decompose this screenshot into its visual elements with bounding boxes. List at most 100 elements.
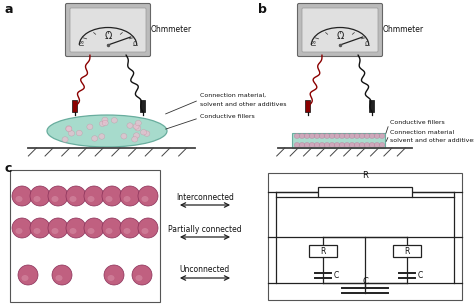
Ellipse shape (324, 134, 330, 138)
Bar (292, 133, 385, 148)
Text: C: C (333, 271, 338, 279)
Ellipse shape (47, 115, 167, 147)
Ellipse shape (34, 196, 40, 202)
Text: Ω: Ω (104, 31, 112, 41)
Ellipse shape (132, 265, 152, 285)
Ellipse shape (304, 142, 310, 148)
Ellipse shape (349, 142, 355, 148)
Ellipse shape (134, 133, 139, 138)
Ellipse shape (379, 134, 385, 138)
Ellipse shape (91, 136, 98, 141)
Ellipse shape (319, 142, 325, 148)
Ellipse shape (369, 142, 375, 148)
Ellipse shape (69, 131, 74, 136)
Ellipse shape (104, 265, 124, 285)
Text: R: R (320, 246, 326, 256)
Ellipse shape (374, 142, 380, 148)
Ellipse shape (314, 142, 320, 148)
Ellipse shape (87, 124, 93, 130)
Bar (318, 187, 412, 197)
Ellipse shape (135, 120, 141, 126)
Text: Conductive fillers: Conductive fillers (390, 120, 445, 124)
Text: Ohmmeter: Ohmmeter (383, 26, 424, 34)
Ellipse shape (344, 142, 350, 148)
Text: R: R (362, 171, 368, 180)
Ellipse shape (304, 134, 310, 138)
Text: solvent and other additives: solvent and other additives (200, 102, 286, 106)
Ellipse shape (294, 142, 300, 148)
Ellipse shape (354, 134, 360, 138)
FancyBboxPatch shape (298, 3, 383, 56)
Text: c: c (5, 162, 12, 175)
Ellipse shape (334, 142, 340, 148)
Ellipse shape (102, 218, 122, 238)
FancyBboxPatch shape (65, 3, 151, 56)
Ellipse shape (76, 130, 82, 136)
Ellipse shape (369, 134, 375, 138)
Bar (309, 245, 337, 257)
Text: C: C (362, 277, 368, 286)
Ellipse shape (329, 134, 335, 138)
Text: 0: 0 (365, 41, 369, 47)
Text: Ohmmeter: Ohmmeter (151, 26, 192, 34)
Ellipse shape (16, 196, 22, 202)
Ellipse shape (141, 130, 146, 135)
Ellipse shape (379, 142, 385, 148)
Ellipse shape (359, 142, 365, 148)
Ellipse shape (21, 275, 28, 281)
Text: a: a (5, 3, 13, 16)
Text: Ω: Ω (337, 31, 344, 41)
Text: Unconnected: Unconnected (180, 265, 230, 275)
Ellipse shape (299, 134, 305, 138)
Ellipse shape (133, 124, 139, 129)
Ellipse shape (374, 134, 380, 138)
Ellipse shape (339, 134, 345, 138)
Ellipse shape (136, 275, 143, 281)
Ellipse shape (349, 134, 355, 138)
Bar (393, 245, 421, 257)
Ellipse shape (359, 134, 365, 138)
Ellipse shape (66, 186, 86, 206)
Ellipse shape (354, 142, 360, 148)
Ellipse shape (132, 137, 137, 142)
Ellipse shape (66, 126, 72, 132)
Ellipse shape (30, 218, 50, 238)
Ellipse shape (16, 228, 22, 234)
Ellipse shape (106, 228, 112, 234)
Text: R: R (404, 246, 410, 256)
Ellipse shape (88, 228, 94, 234)
Ellipse shape (309, 134, 315, 138)
Text: $\infty$: $\infty$ (78, 40, 84, 46)
Ellipse shape (48, 218, 68, 238)
Ellipse shape (106, 196, 112, 202)
Text: Partially connected: Partially connected (168, 224, 242, 234)
Ellipse shape (120, 186, 140, 206)
Ellipse shape (66, 218, 86, 238)
Ellipse shape (100, 121, 105, 127)
Ellipse shape (12, 218, 32, 238)
Ellipse shape (144, 131, 150, 136)
Ellipse shape (121, 134, 127, 139)
Ellipse shape (324, 142, 330, 148)
Ellipse shape (294, 134, 300, 138)
Ellipse shape (124, 228, 130, 234)
FancyBboxPatch shape (302, 8, 378, 52)
Ellipse shape (52, 265, 72, 285)
Ellipse shape (18, 265, 38, 285)
Ellipse shape (48, 186, 68, 206)
Ellipse shape (34, 228, 40, 234)
Ellipse shape (334, 134, 340, 138)
Ellipse shape (309, 142, 315, 148)
Bar (370, 100, 374, 112)
Ellipse shape (344, 134, 350, 138)
Ellipse shape (124, 196, 130, 202)
Ellipse shape (142, 228, 148, 234)
Ellipse shape (319, 134, 325, 138)
Ellipse shape (329, 142, 335, 148)
Ellipse shape (84, 218, 104, 238)
Ellipse shape (102, 186, 122, 206)
Ellipse shape (314, 134, 320, 138)
Text: Interconnected: Interconnected (176, 192, 234, 202)
Bar (306, 100, 310, 112)
Text: Connection material: Connection material (390, 131, 454, 135)
